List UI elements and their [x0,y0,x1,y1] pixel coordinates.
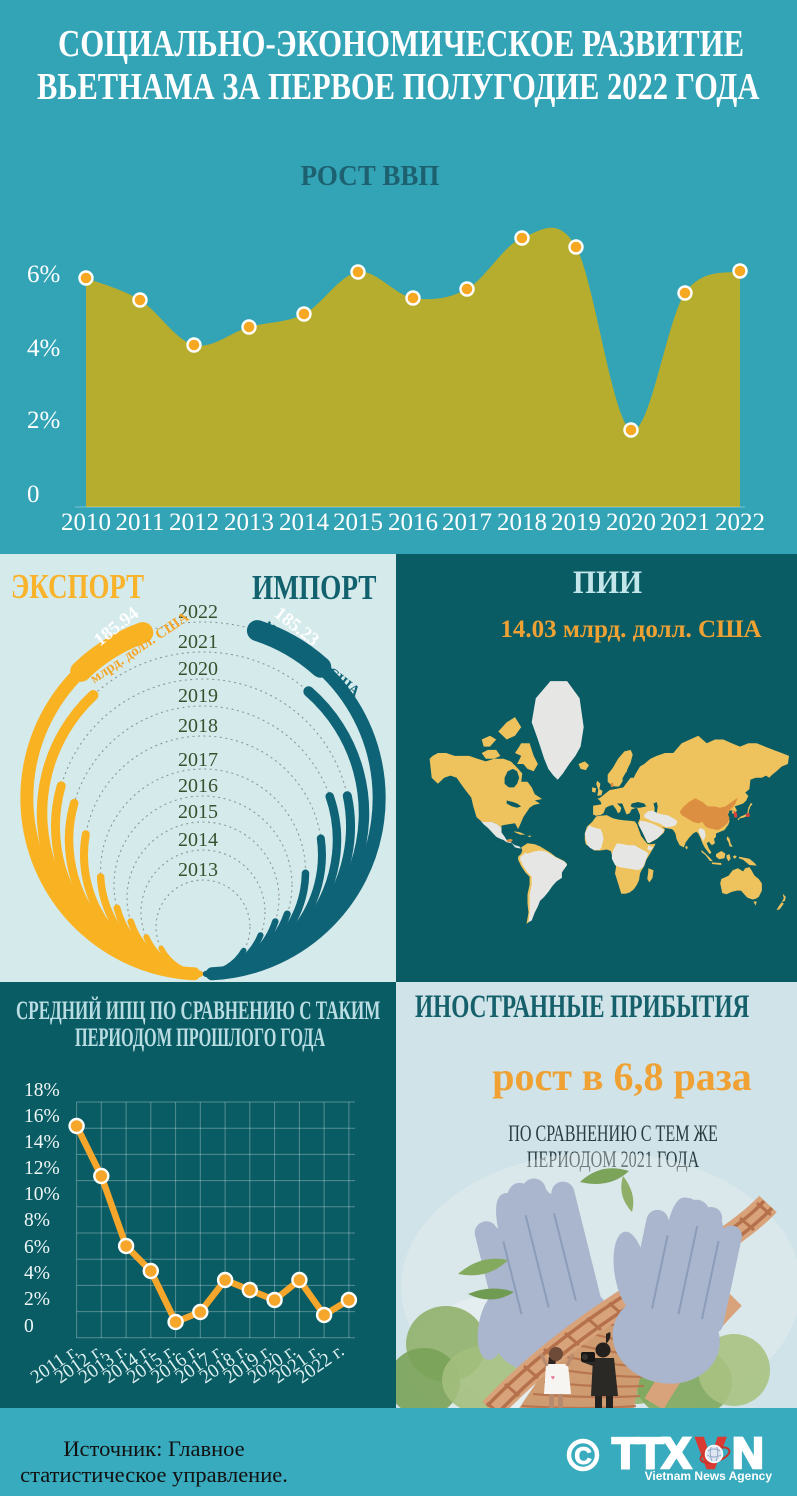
svg-text:16%: 16% [24,1106,60,1127]
svg-text:6%: 6% [24,1237,50,1258]
svg-text:2018: 2018 [178,715,218,737]
svg-text:2022: 2022 [715,509,765,536]
svg-text:♥: ♥ [551,1374,556,1382]
svg-text:2012: 2012 [169,509,219,536]
svg-text:2016: 2016 [178,775,218,797]
svg-text:TTX: TTX [612,1429,691,1478]
svg-text:2013: 2013 [178,859,218,881]
svg-text:6%: 6% [27,261,60,288]
svg-text:2019: 2019 [551,509,601,536]
svg-text:2%: 2% [27,407,60,434]
svg-text:18%: 18% [24,1080,60,1101]
svg-text:2019: 2019 [178,685,218,707]
svg-text:2011: 2011 [115,509,164,536]
svg-text:Vietnam News Agency: Vietnam News Agency [645,1469,773,1483]
svg-text:14%: 14% [24,1132,60,1153]
svg-text:C: C [574,1443,591,1470]
svg-text:2021: 2021 [660,509,710,536]
svg-text:2016: 2016 [388,509,438,536]
svg-text:10%: 10% [24,1184,60,1205]
svg-text:12%: 12% [24,1158,60,1179]
svg-text:2020: 2020 [178,658,218,680]
svg-text:2017: 2017 [178,749,218,771]
svg-text:2015: 2015 [178,801,218,823]
svg-text:0: 0 [27,481,40,508]
svg-text:4%: 4% [27,335,60,362]
svg-text:4%: 4% [24,1263,50,1284]
svg-text:2022: 2022 [178,601,218,623]
svg-text:2014: 2014 [279,509,330,536]
svg-text:2018: 2018 [497,509,547,536]
svg-text:2015: 2015 [333,509,383,536]
svg-text:8%: 8% [24,1210,50,1231]
svg-text:2021: 2021 [178,631,218,653]
svg-text:N: N [732,1429,762,1478]
svg-text:2013: 2013 [224,509,274,536]
svg-text:2%: 2% [24,1289,50,1310]
svg-text:2010: 2010 [61,509,111,536]
svg-text:2014: 2014 [178,829,218,851]
svg-text:2020: 2020 [606,509,656,536]
svg-text:0: 0 [24,1316,34,1337]
svg-text:2017: 2017 [442,509,492,536]
